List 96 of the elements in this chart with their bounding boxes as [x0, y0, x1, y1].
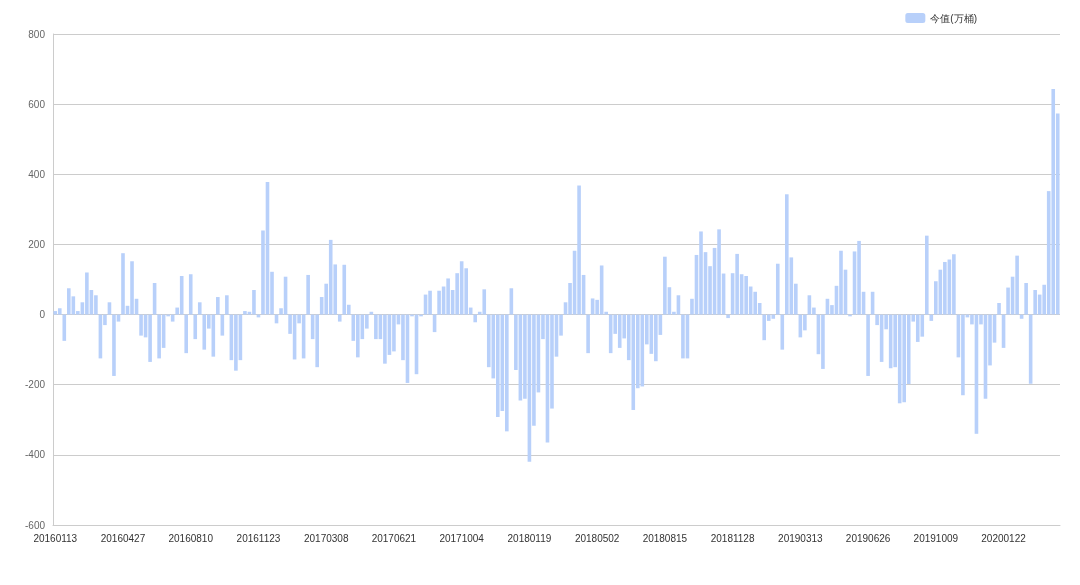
bar [112, 314, 116, 376]
bar [744, 275, 748, 315]
bar [437, 290, 441, 315]
bar [85, 272, 89, 315]
bar [821, 314, 825, 369]
x-tick-label: 20161123 [236, 532, 281, 544]
bar [473, 314, 478, 323]
y-tick-label: 400 [28, 168, 46, 180]
bar [663, 256, 667, 315]
y-tick-label: -400 [24, 449, 46, 461]
x-tick-label: 20190313 [778, 532, 824, 544]
x-tick-label: 20191009 [913, 532, 959, 544]
bar [315, 314, 319, 368]
x-tick-label: 20181128 [710, 532, 755, 544]
bar [771, 314, 776, 319]
bar [961, 314, 965, 396]
bar [53, 311, 58, 315]
bar [374, 314, 378, 340]
bar [839, 250, 843, 315]
bar [62, 314, 67, 341]
bar [640, 314, 645, 387]
bar [631, 314, 636, 410]
bar [57, 308, 62, 315]
bar [482, 289, 487, 315]
bar [717, 229, 721, 315]
x-tick-label: 20171004 [439, 532, 485, 544]
bar [857, 240, 861, 315]
bar [139, 314, 143, 336]
bar [197, 302, 202, 315]
y-tick-label: 800 [28, 28, 46, 40]
bar [929, 314, 934, 321]
x-tick-label: 20190626 [845, 532, 891, 544]
bar [586, 314, 590, 354]
y-tick-label: 600 [28, 98, 46, 110]
bar [735, 253, 739, 315]
bar [446, 278, 450, 315]
x-tick-label: 20180502 [574, 532, 620, 544]
bar [121, 253, 125, 315]
bar [369, 311, 374, 315]
y-tick-label: -600 [24, 519, 46, 531]
bar [243, 311, 247, 315]
bar [342, 264, 347, 315]
x-tick-label: 20200122 [981, 532, 1027, 544]
bar [328, 239, 333, 315]
bar [1051, 89, 1056, 315]
bar [902, 314, 907, 403]
bar [577, 185, 581, 315]
bar [915, 314, 920, 342]
bar [726, 314, 730, 319]
bar [784, 194, 789, 315]
y-tick-label: 0 [39, 309, 46, 321]
bar [216, 297, 220, 315]
bar [495, 314, 500, 417]
bar [866, 314, 870, 376]
bar [1033, 290, 1037, 315]
bar [148, 314, 152, 362]
bar [130, 261, 134, 315]
bar [617, 314, 622, 348]
bar [306, 274, 310, 315]
bar [1015, 255, 1019, 315]
bar [780, 314, 785, 350]
bar [699, 231, 703, 315]
bar [952, 254, 956, 315]
bar [997, 303, 1001, 315]
bar [225, 295, 229, 315]
bar [654, 314, 658, 362]
legend-label: 今值(万桶) [930, 12, 978, 24]
x-tick-label: 20160427 [100, 532, 146, 544]
x-tick-label: 20180815 [642, 532, 688, 544]
bar [179, 275, 184, 315]
bar [252, 290, 256, 315]
bar [202, 314, 207, 350]
bar [428, 290, 432, 315]
bar [184, 314, 189, 354]
bar [383, 314, 387, 364]
bar [943, 261, 947, 315]
y-tick-label: -200 [24, 379, 46, 391]
bar [188, 274, 193, 315]
bar [1024, 283, 1028, 315]
bar [157, 314, 161, 359]
x-tick-label: 20160810 [168, 532, 214, 544]
bar [505, 314, 509, 432]
bar [67, 288, 71, 315]
bar [775, 263, 780, 315]
bar [234, 314, 238, 371]
bar [762, 314, 767, 341]
bar [392, 314, 396, 352]
bar [193, 314, 198, 340]
bar [337, 314, 342, 322]
bar [681, 314, 685, 359]
bar [924, 235, 929, 315]
x-tick-label: 20180119 [507, 532, 552, 544]
x-tick-label: 20170621 [371, 532, 417, 544]
x-tick-label: 20170308 [303, 532, 349, 544]
y-tick-label: 200 [28, 238, 46, 250]
x-tick-label: 20160113 [33, 532, 78, 544]
